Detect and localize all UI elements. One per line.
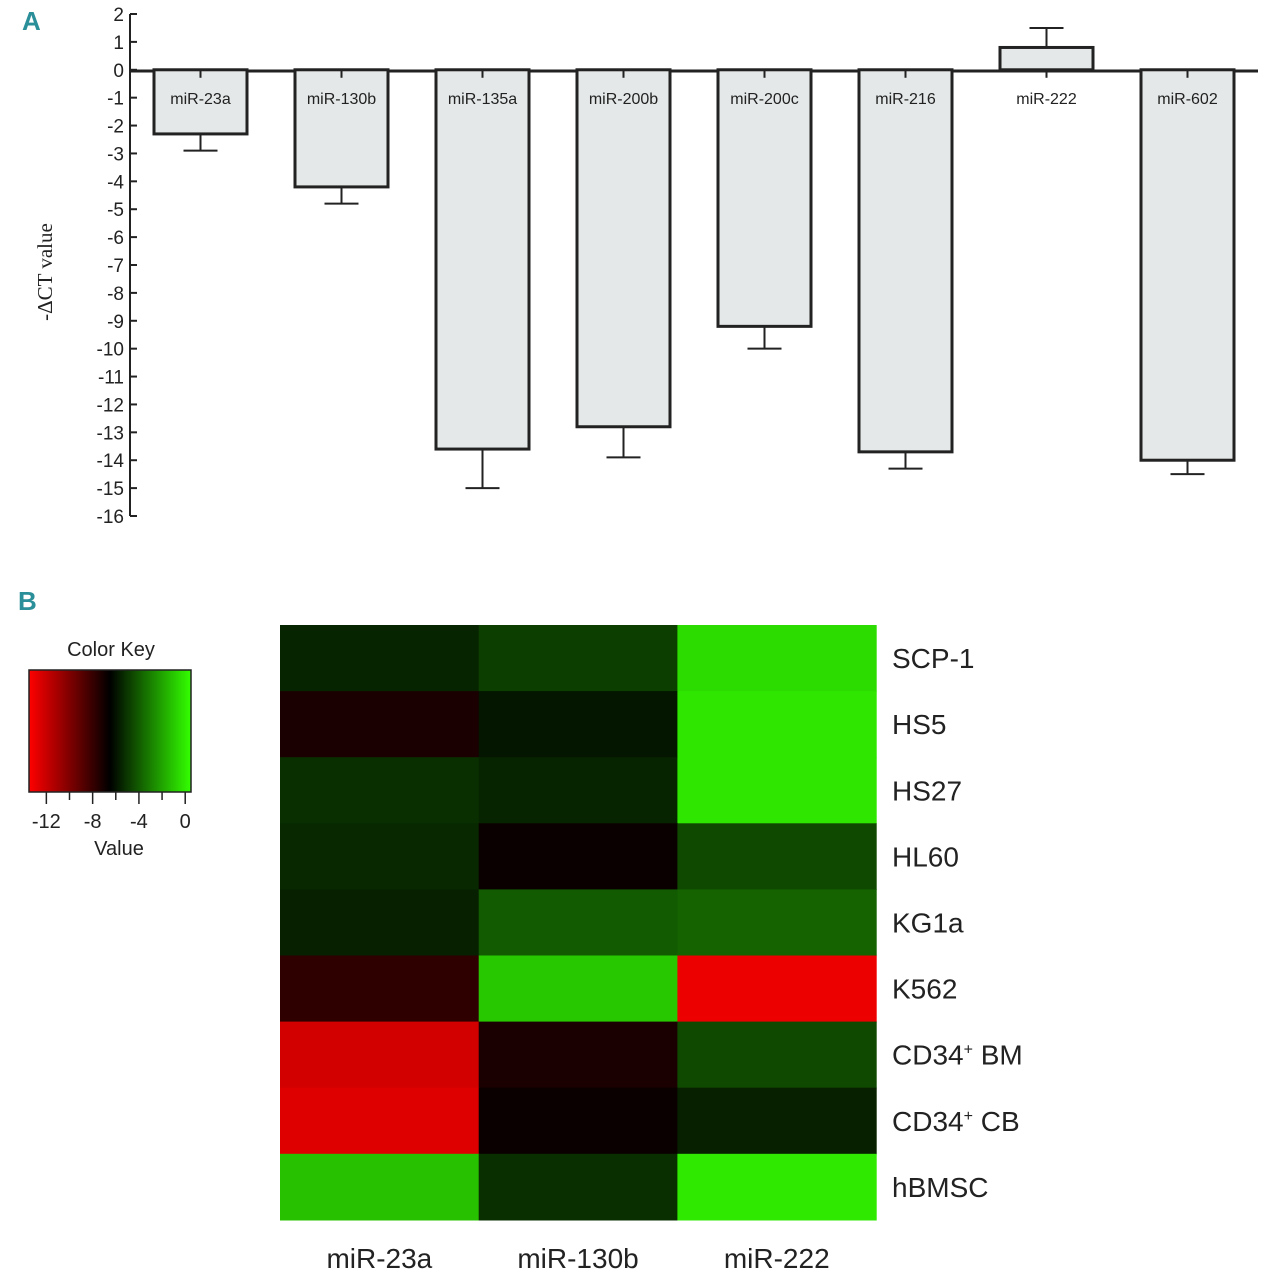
color-key-xlabel: Value	[94, 838, 144, 860]
bar	[716, 68, 813, 328]
y-tick-label: -9	[107, 312, 124, 333]
y-tick-label: -15	[97, 479, 124, 500]
y-tick-label: -10	[97, 340, 124, 361]
bar-chart: -ΔCT value 2 1 0 -1 -2 -3 -4 -5 -6 -7 -8 -9 -10 -11 -1…	[33, 5, 1258, 528]
heatmap-row-label: KG1a	[892, 907, 964, 938]
color-key-tick-label: -12	[32, 811, 61, 833]
y-tick-label: -8	[107, 284, 124, 305]
panel-a-letter: A	[22, 6, 41, 36]
heatmap-column-labels: miR-23a miR-130b miR-222	[326, 1243, 829, 1274]
bar	[1139, 68, 1236, 462]
y-tick-label: -5	[107, 200, 124, 221]
heatmap-row-label: CD34+ CB	[892, 1106, 1020, 1137]
y-tick-label: -13	[97, 423, 124, 444]
bar-category-label: miR-23a	[170, 91, 231, 108]
heatmap-cell	[280, 823, 480, 890]
y-tick-label: -12	[97, 395, 124, 416]
heatmap-row-label: hBMSC	[892, 1172, 988, 1203]
y-tick-label: -3	[107, 144, 124, 165]
heatmap-cell	[478, 823, 678, 890]
bar-category-label: miR-222	[1016, 91, 1077, 108]
heatmap-cell	[677, 823, 877, 890]
heatmap: SCP-1 HS5 HS27 HL60 KG1a K562 CD34+ BM CD34+ CB…	[280, 625, 1023, 1274]
y-tick-label: 0	[113, 61, 124, 82]
bar	[152, 68, 249, 136]
heatmap-cell	[280, 691, 480, 758]
y-tick-label: -16	[97, 507, 124, 528]
panel-b-letter: B	[18, 586, 37, 616]
y-tick-label: 1	[113, 33, 124, 54]
bar-category-label: miR-200c	[730, 91, 798, 108]
heatmap-cell	[478, 1087, 678, 1155]
heatmap-cell	[280, 889, 480, 957]
heatmap-cell	[478, 625, 678, 692]
heatmap-cell	[280, 1087, 480, 1155]
y-tick-label: 2	[113, 5, 124, 26]
heatmap-cell	[677, 1153, 877, 1221]
bar-category-label: miR-200b	[589, 91, 658, 108]
bar-labels: miR-23a miR-130b miR-135a miR-200b miR-200c m…	[170, 69, 1218, 108]
heatmap-cells	[280, 625, 877, 1221]
heatmap-row-label: K562	[892, 974, 957, 1005]
heatmap-cell	[280, 1153, 480, 1221]
color-key-ticks: -12 -8 -4 0	[32, 792, 191, 833]
bar	[293, 68, 390, 189]
y-tick-label: -4	[107, 172, 124, 193]
color-key: Color Key -12 -8 -4 0 Value	[28, 639, 192, 860]
bar-category-label: miR-135a	[448, 91, 517, 108]
heatmap-row-labels: SCP-1 HS5 HS27 HL60 KG1a K562 CD34+ BM CD34+ CB…	[892, 643, 1023, 1203]
heatmap-cell	[478, 889, 678, 957]
bar	[575, 68, 672, 429]
heatmap-cell	[478, 1153, 678, 1221]
heatmap-column-label: miR-130b	[517, 1243, 638, 1274]
color-key-gradient	[28, 669, 192, 793]
heatmap-column-label: miR-23a	[326, 1243, 432, 1274]
bar-category-label: miR-130b	[307, 91, 376, 108]
bar	[857, 68, 954, 454]
heatmap-cell	[478, 691, 678, 758]
heatmap-cell	[478, 757, 678, 824]
heatmap-cell	[478, 1021, 678, 1089]
y-tick-label: -2	[107, 117, 124, 138]
bar-category-label: miR-216	[875, 91, 936, 108]
heatmap-cell	[280, 1021, 480, 1089]
heatmap-cell	[677, 1021, 877, 1089]
y-tick-label: -1	[107, 89, 124, 110]
heatmap-cell	[280, 955, 480, 1023]
heatmap-cell	[280, 625, 480, 692]
heatmap-cell	[677, 889, 877, 957]
bars	[152, 26, 1236, 490]
heatmap-cell	[677, 757, 877, 824]
heatmap-row-label: SCP-1	[892, 643, 974, 674]
bar	[434, 68, 531, 451]
heatmap-cell	[280, 757, 480, 824]
heatmap-cell	[478, 955, 678, 1023]
heatmap-column-label: miR-222	[724, 1243, 830, 1274]
bar-category-label: miR-602	[1157, 91, 1218, 108]
color-key-title: Color Key	[67, 639, 155, 661]
heatmap-cell	[677, 691, 877, 758]
heatmap-row-label: CD34+ BM	[892, 1040, 1023, 1071]
y-tick-label: -11	[98, 368, 124, 389]
heatmap-cell	[677, 625, 877, 692]
bar	[998, 45, 1095, 72]
y-tick-label: -7	[107, 256, 124, 277]
y-tick-label: -14	[97, 451, 125, 472]
y-tick-label: -6	[107, 228, 124, 249]
heatmap-row-label: HS27	[892, 775, 962, 806]
color-key-tick-label: -4	[130, 811, 148, 833]
heatmap-row-label: HS5	[892, 709, 946, 740]
color-key-tick-label: -8	[84, 811, 102, 833]
heatmap-row-label: HL60	[892, 841, 959, 872]
heatmap-cell	[677, 1087, 877, 1155]
y-axis-title: -ΔCT value	[33, 223, 57, 321]
color-key-tick-label: 0	[180, 811, 191, 833]
heatmap-cell	[677, 955, 877, 1023]
y-ticks: 2 1 0 -1 -2 -3 -4 -5 -6 -7 -8 -9 -10 -11 -12 -13 -14 -15 -…	[97, 5, 137, 528]
